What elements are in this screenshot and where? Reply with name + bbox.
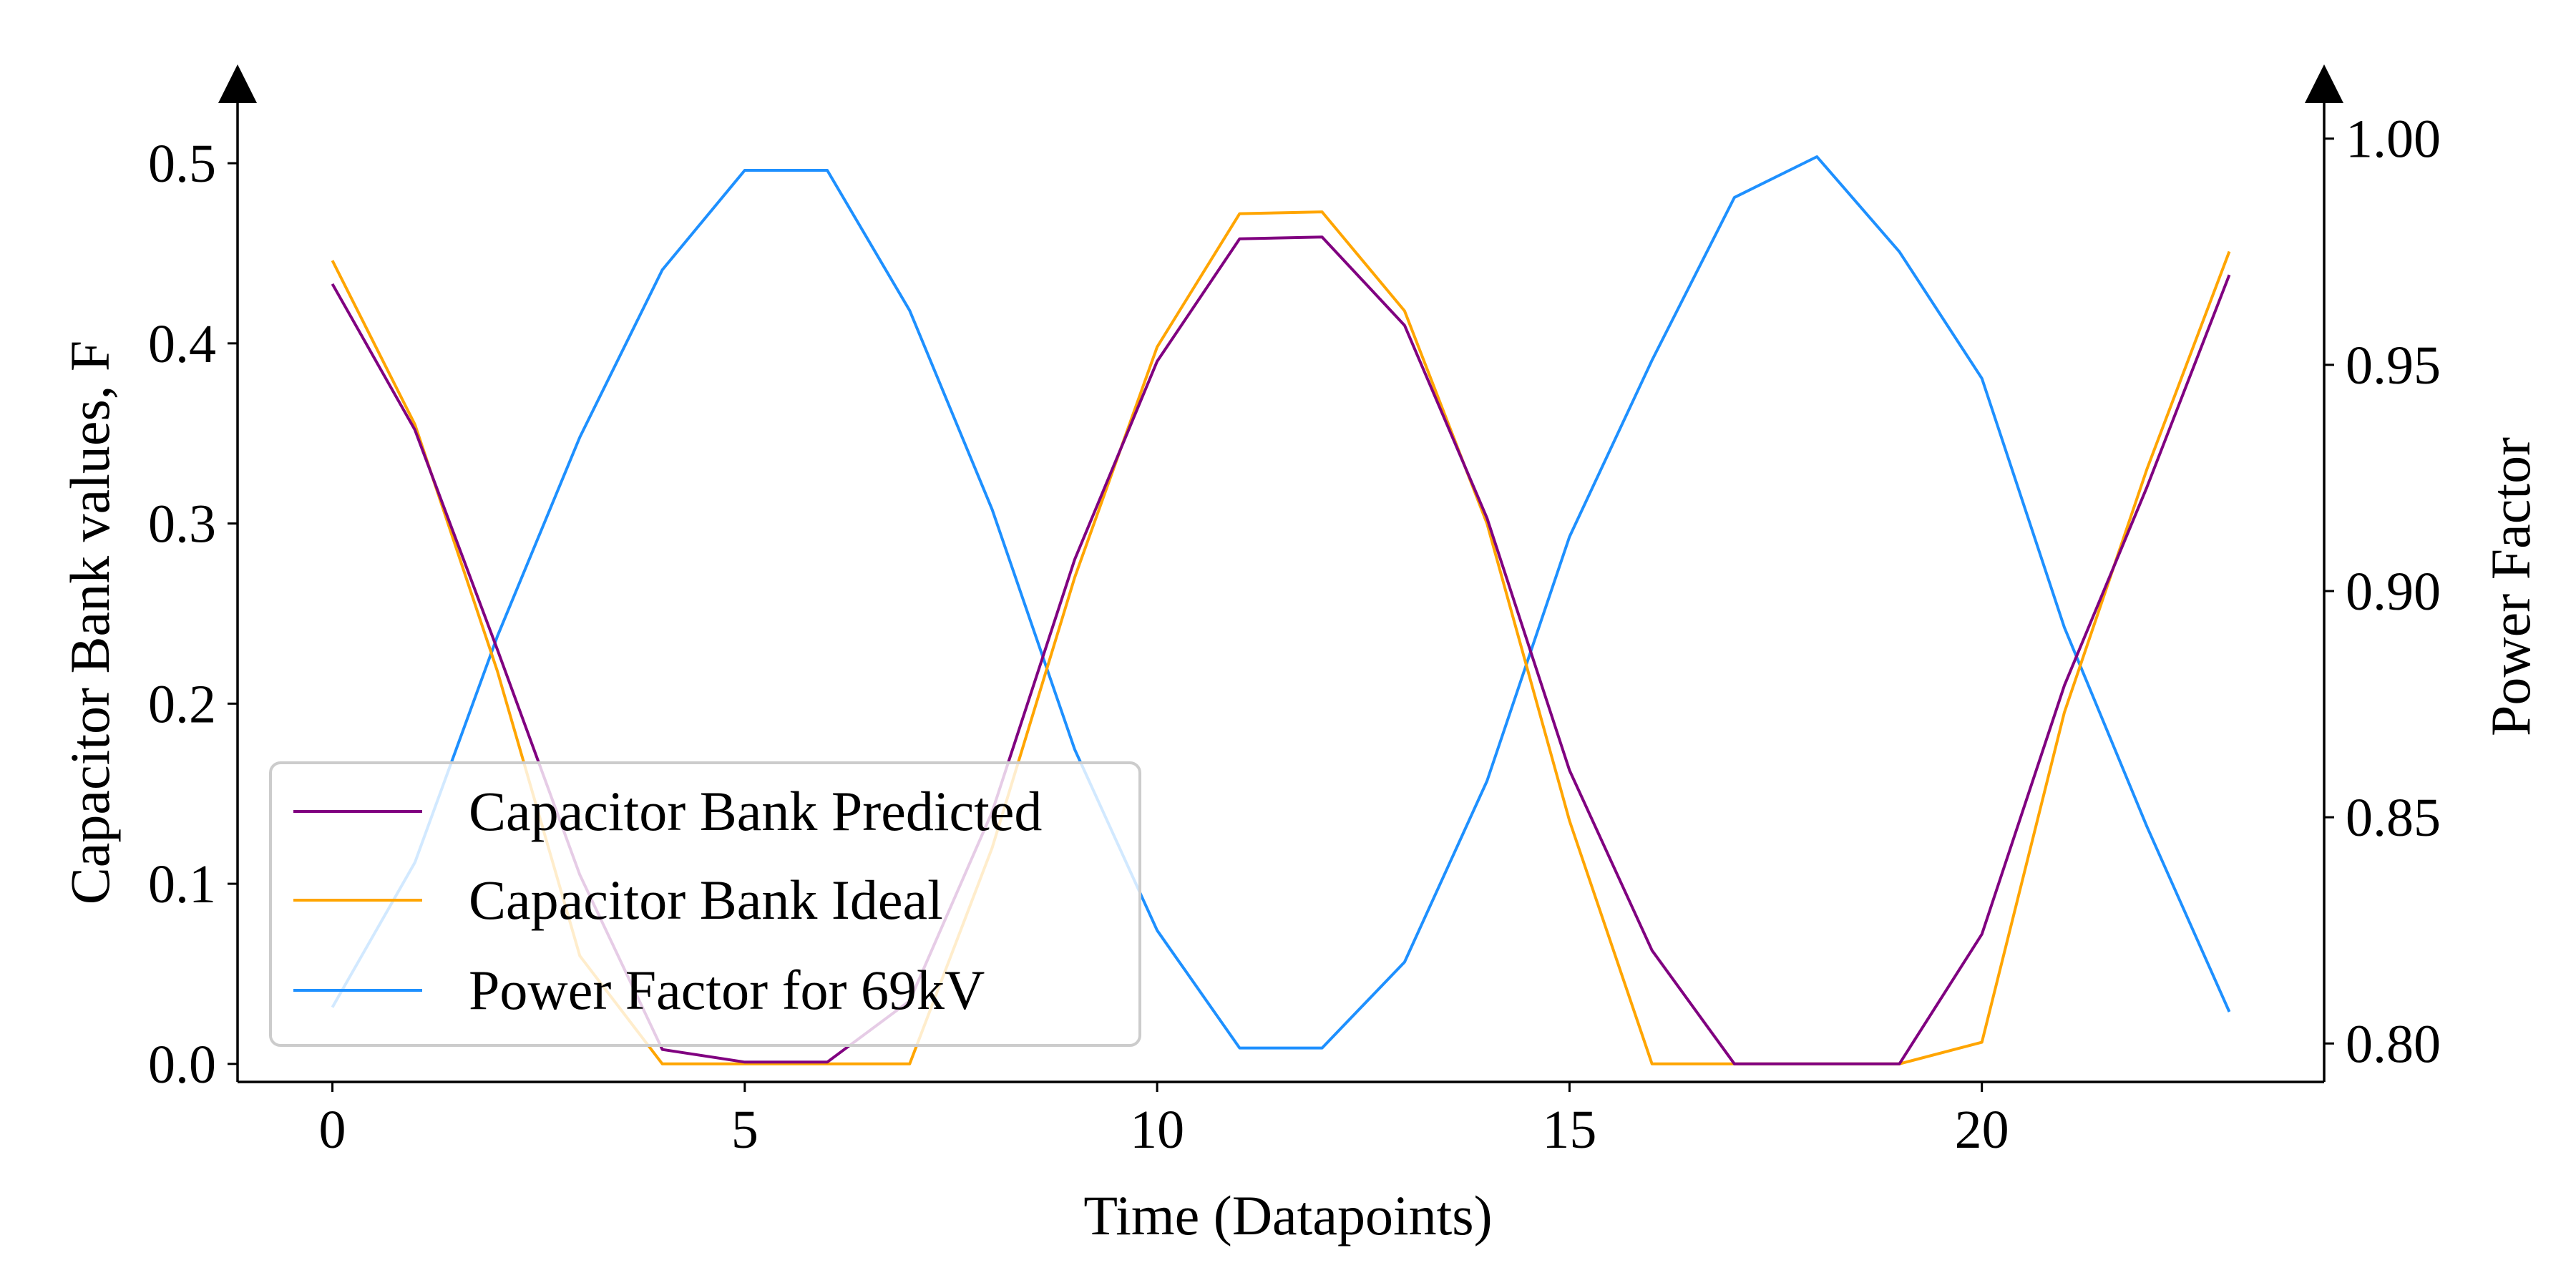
y-tick-label: 0.5 (148, 134, 216, 194)
legend-label-predicted: Capacitor Bank Predicted (469, 780, 1042, 842)
x-tick-label: 15 (1542, 1100, 1596, 1160)
y2-tick-label: 0.80 (2346, 1014, 2441, 1074)
y-tick-label: 0.2 (148, 674, 216, 734)
y2-tick-label: 0.90 (2346, 562, 2441, 622)
y-tick-label: 0.3 (148, 494, 216, 555)
legend: Capacitor Bank Predicted Capacitor Bank … (269, 761, 1141, 1047)
legend-item-predicted: Capacitor Bank Predicted (293, 780, 1042, 842)
y2-tick-label: 1.00 (2346, 109, 2441, 170)
x-tick-label: 0 (319, 1100, 346, 1160)
legend-item-ideal: Capacitor Bank Ideal (293, 869, 943, 931)
y-tick-label: 0.1 (148, 854, 216, 914)
legend-item-power-factor: Power Factor for 69kV (293, 959, 985, 1021)
x-tick-label: 10 (1130, 1100, 1184, 1160)
x-tick-label: 5 (731, 1100, 758, 1160)
right-axis-arrow (2305, 64, 2343, 103)
y2-tick-label: 0.85 (2346, 788, 2441, 848)
x-axis-label: Time (Datapoints) (1083, 1184, 1492, 1246)
y2-tick-label: 0.95 (2346, 336, 2441, 396)
y2-axis-label: Power Factor (2479, 437, 2542, 736)
legend-box (269, 761, 1141, 1047)
left-axis-arrow (218, 64, 257, 103)
y-tick-label: 0.4 (148, 314, 216, 374)
y-tick-label: 0.0 (148, 1035, 216, 1095)
axes-layer (218, 64, 2343, 1083)
ticks-layer: 0 5 10 15 20 0.0 0.1 0.2 0.3 0.4 0.5 0.80 0.85 0.90 0.… (148, 109, 2441, 1160)
legend-label-ideal: Capacitor Bank Ideal (469, 869, 943, 931)
series-line-2 (331, 155, 2231, 1050)
legend-label-power-factor: Power Factor for 69kV (469, 959, 985, 1021)
x-tick-label: 20 (1955, 1100, 2009, 1160)
y-axis-label: Capacitor Bank values, F (59, 341, 121, 905)
